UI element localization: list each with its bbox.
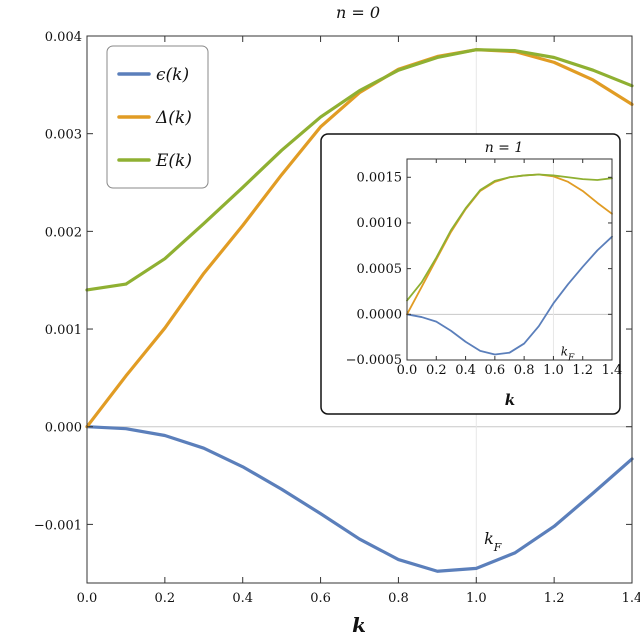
legend-label-2: E(k)	[155, 151, 192, 171]
inset-y-tick-label: 0.0010	[357, 216, 403, 231]
legend-box	[106, 45, 209, 189]
main-x-tick-label: 1.4	[622, 591, 640, 606]
main-y-tick-label: −0.001	[34, 518, 82, 533]
inset-y-tick-label: 0.0015	[357, 170, 403, 185]
main-series-line-0	[85, 425, 634, 573]
main-x-tick-label: 0.0	[77, 591, 98, 606]
main-x-tick-label: 0.4	[232, 591, 253, 606]
main-kf-annotation: kF	[484, 529, 502, 554]
inset-x-tick-label: 0.8	[514, 363, 535, 378]
main-y-tick-label: 0.002	[45, 225, 82, 240]
main-plot: 0.0 0.2 0.4 0.6 0.8 1.0 1.2 1.4 −0.001 0.000 0.001…	[34, 30, 640, 637]
main-x-tick-label: 0.2	[155, 591, 176, 606]
main-plot-frame	[86, 35, 633, 584]
inset-x-tick-label: 0.4	[455, 363, 476, 378]
inset-x-tick-label: 0.2	[426, 363, 447, 378]
inset-x-tick-label: 1.2	[572, 363, 593, 378]
legend: ϵ(k) Δ(k) E(k)	[106, 45, 209, 189]
inset-series-group	[406, 173, 613, 356]
main-series-line-1	[85, 48, 634, 429]
main-x-tick-label: 0.6	[310, 591, 331, 606]
inset-y-tick-label: 0.0005	[357, 262, 403, 277]
main-x-tick-label: 1.2	[544, 591, 565, 606]
inset-series-line-2	[406, 173, 613, 302]
main-chart-title: n = 0	[336, 3, 380, 22]
main-y-tick-label: 0.001	[45, 323, 82, 338]
inset-y-tick-label: −0.0005	[346, 353, 402, 368]
legend-label-1: Δ(k)	[155, 108, 192, 128]
main-x-tick-label: 1.0	[466, 591, 487, 606]
inset-box	[320, 133, 621, 415]
main-x-axis-label: k	[352, 613, 366, 637]
inset-series-line-0	[406, 235, 613, 356]
inset-plot-frame	[406, 158, 613, 361]
inset-y-tick-label: 0.0000	[357, 308, 403, 323]
main-x-tick-label: 0.8	[388, 591, 409, 606]
legend-label-0: ϵ(k)	[156, 65, 189, 85]
inset-x-tick-label: 0.0	[397, 363, 418, 378]
inset-chart-title: n = 1	[485, 140, 524, 156]
inset-reference-lines	[407, 159, 612, 360]
inset-x-tick-label: 0.6	[485, 363, 506, 378]
main-axes: 0.0 0.2 0.4 0.6 0.8 1.0 1.2 1.4 −0.001 0.000 0.001…	[34, 30, 640, 606]
main-y-tick-label: 0.003	[45, 128, 82, 143]
inset-x-tick-label: 1.4	[602, 363, 623, 378]
inset-x-tick-label: 1.0	[543, 363, 564, 378]
inset-x-axis-label: k	[505, 391, 515, 409]
main-series-group	[85, 48, 634, 573]
main-y-tick-label: 0.000	[45, 421, 82, 436]
inset-plot: n = 1 0.0 0.2 0.4 0.6 0.8 1.0 1.2 1.4−0.00050.0…	[320, 133, 623, 415]
main-series-line-2	[85, 48, 634, 292]
main-y-tick-label: 0.004	[45, 30, 82, 45]
inset-axes: 0.0 0.2 0.4 0.6 0.8 1.0 1.2 1.4 −0.0005 0.0000 0.0…	[346, 159, 623, 378]
